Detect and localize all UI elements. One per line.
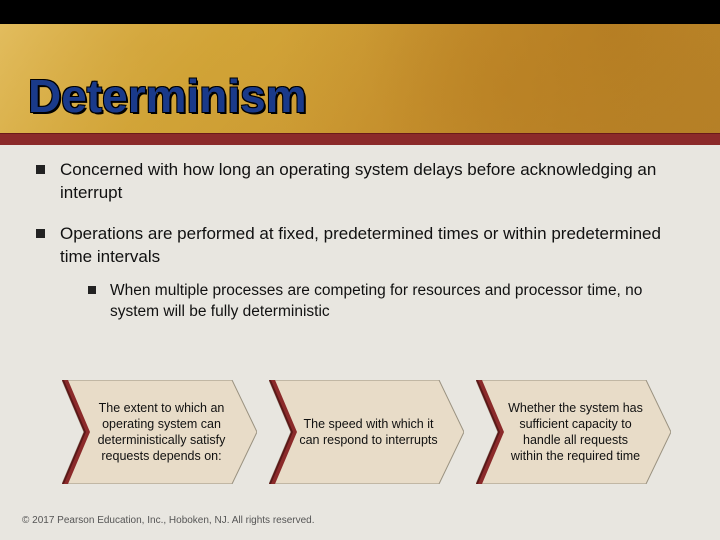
topbar: [0, 0, 720, 24]
arrow-text: Whether the system has sufficient capaci…: [506, 400, 645, 465]
arrow-box: The speed with which it can respond to i…: [269, 380, 464, 484]
arrow-text: The speed with which it can respond to i…: [299, 416, 438, 449]
header-redbar: [0, 133, 720, 145]
sub-bullet-item: When multiple processes are competing fo…: [60, 281, 686, 323]
sub-bullet-text: When multiple processes are competing fo…: [110, 282, 642, 320]
arrow-row: The extent to which an operating system …: [62, 380, 671, 484]
arrow-box: The extent to which an operating system …: [62, 380, 257, 484]
bullet-item: Concerned with how long an operating sys…: [34, 159, 686, 205]
bullet-text: Concerned with how long an operating sys…: [60, 160, 656, 202]
sub-bullet-list: When multiple processes are competing fo…: [60, 281, 686, 323]
slide-header: Determinism: [0, 0, 720, 145]
arrow-box: Whether the system has sufficient capaci…: [476, 380, 671, 484]
bullet-item: Operations are performed at fixed, prede…: [34, 223, 686, 323]
slide-title: Determinism: [28, 69, 307, 123]
footer-copyright: © 2017 Pearson Education, Inc., Hoboken,…: [22, 515, 315, 526]
bullet-text: Operations are performed at fixed, prede…: [60, 224, 661, 266]
arrow-text: The extent to which an operating system …: [92, 400, 231, 465]
bullet-list: Concerned with how long an operating sys…: [34, 159, 686, 323]
content-area: Concerned with how long an operating sys…: [0, 145, 720, 323]
